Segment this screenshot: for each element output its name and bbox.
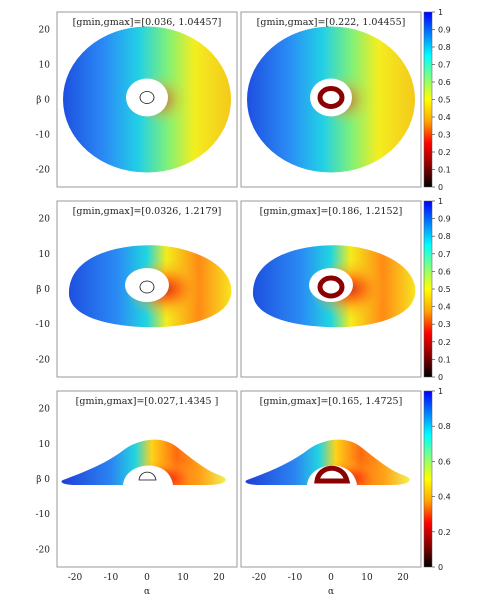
colorbar-tick-label: 0.6 xyxy=(438,267,451,276)
x-tick-label: 0 xyxy=(144,573,150,583)
x-tick-label: 10 xyxy=(361,573,373,583)
colorbar-tick-label: 0.4 xyxy=(438,113,451,122)
colorbar: 1 0.9 0.8 0.7 0.6 0.5 0.4 0.3 0.2 0.1 0 xyxy=(423,197,451,382)
y-tick-label: -20 xyxy=(36,355,51,365)
panel: [gmin,gmax]=[0.186, 1.2152] xyxy=(240,200,422,378)
range-annotation: [gmin,gmax]=[0.165, 1.4725] xyxy=(260,396,403,407)
x-axis-label: α xyxy=(328,587,334,597)
inner-contour xyxy=(139,280,155,294)
x-axis-label: α xyxy=(144,587,150,597)
colorbar: 1 0.8 0.6 0.4 0.2 0 xyxy=(423,387,451,572)
x-tick-label: -10 xyxy=(288,573,303,583)
shadow xyxy=(125,268,169,302)
range-annotation: [gmin,gmax]=[0.036, 1.04457] xyxy=(73,17,222,28)
colorbar-tick-label: 0.8 xyxy=(438,422,451,431)
panel: [gmin,gmax]=[0.036, 1.04457] xyxy=(56,11,238,188)
y-tick-label: β 0 xyxy=(36,96,50,106)
colorbar-tick-label: 1 xyxy=(438,197,443,206)
colorbar-tick-label: 0.4 xyxy=(438,303,451,312)
panel: [gmin,gmax]=[0.027,1.4345 ] xyxy=(56,390,238,568)
colorbar: 1 0.9 0.8 0.7 0.6 0.5 0.4 0.3 0.2 0.1 0 xyxy=(423,8,451,192)
panel: [gmin,gmax]=[0.222, 1.04455] xyxy=(240,11,422,188)
y-tick-label: -10 xyxy=(36,320,51,330)
x-tick-label: 0 xyxy=(328,573,334,583)
y-tick-label: 20 xyxy=(39,215,51,225)
colorbar-tick-label: 0.8 xyxy=(438,43,451,52)
photon-ring xyxy=(317,275,345,299)
colorbar-tick-label: 0.1 xyxy=(438,355,451,364)
y-tick-label: -20 xyxy=(36,545,51,555)
panel: [gmin,gmax]=[0.0326, 1.2179] xyxy=(56,200,238,378)
y-tick-label: -10 xyxy=(36,131,51,141)
y-tick-label: -10 xyxy=(36,510,51,520)
colorbar-tick-label: 0.8 xyxy=(438,232,451,241)
colorbar-tick-label: 0.3 xyxy=(438,320,451,329)
inner-contour xyxy=(139,91,155,104)
y-tick-label: 20 xyxy=(39,405,51,415)
colorbar-tick-label: 0 xyxy=(438,373,443,382)
colorbar-tick-label: 1 xyxy=(438,8,443,17)
shadow xyxy=(123,465,173,485)
x-tick-label: 20 xyxy=(397,573,409,583)
colorbar-tick-label: 0.7 xyxy=(438,61,451,70)
y-tick-label: 10 xyxy=(39,61,51,71)
colorbar-tick-label: 0.6 xyxy=(438,78,451,87)
colorbar-tick-label: 0 xyxy=(438,563,443,572)
x-tick-label: -20 xyxy=(252,573,267,583)
y-tick-label: 10 xyxy=(39,250,51,260)
colorbar-gradient xyxy=(423,200,433,378)
colorbar-tick-label: 0.9 xyxy=(438,26,451,35)
x-axis: -20 -10 0 10 20 α -20 -10 0 10 20 α xyxy=(68,573,409,597)
colorbar-gradient xyxy=(423,390,433,568)
range-annotation: [gmin,gmax]=[0.0326, 1.2179] xyxy=(73,206,222,217)
x-tick-label: 20 xyxy=(213,573,225,583)
colorbar-tick-label: 1 xyxy=(438,387,443,396)
colorbar-tick-label: 0.6 xyxy=(438,457,451,466)
range-annotation: [gmin,gmax]=[0.027,1.4345 ] xyxy=(76,396,219,407)
shadow xyxy=(126,78,168,117)
colorbar-tick-label: 0.4 xyxy=(438,493,451,502)
colorbar-tick-label: 0.1 xyxy=(438,166,451,175)
photon-ring xyxy=(317,86,345,109)
range-annotation: [gmin,gmax]=[0.186, 1.2152] xyxy=(260,206,403,217)
colorbar-tick-label: 0.2 xyxy=(438,338,451,347)
y-tick-label: -20 xyxy=(36,166,51,176)
y-tick-label: 20 xyxy=(39,26,51,36)
colorbar-tick-label: 0.9 xyxy=(438,215,451,224)
panel: [gmin,gmax]=[0.165, 1.4725] xyxy=(240,390,422,568)
x-tick-label: 10 xyxy=(177,573,189,583)
colorbar-tick-label: 0.3 xyxy=(438,131,451,140)
colorbar-tick-label: 0.2 xyxy=(438,148,451,157)
y-tick-label: β 0 xyxy=(36,285,50,295)
y-tick-label: β 0 xyxy=(36,475,50,485)
colorbar-tick-label: 0.5 xyxy=(438,285,451,294)
photon-ring xyxy=(314,465,351,484)
colorbar-tick-label: 0.7 xyxy=(438,250,451,259)
inner-contour xyxy=(138,471,157,481)
x-tick-label: -10 xyxy=(104,573,119,583)
colorbar-tick-label: 0.2 xyxy=(438,528,451,537)
colorbar-tick-label: 0 xyxy=(438,183,443,192)
colorbar-gradient xyxy=(423,11,433,188)
x-tick-label: -20 xyxy=(68,573,83,583)
range-annotation: [gmin,gmax]=[0.222, 1.04455] xyxy=(257,17,406,28)
y-tick-label: 10 xyxy=(39,440,51,450)
colorbar-tick-label: 0.5 xyxy=(438,96,451,105)
